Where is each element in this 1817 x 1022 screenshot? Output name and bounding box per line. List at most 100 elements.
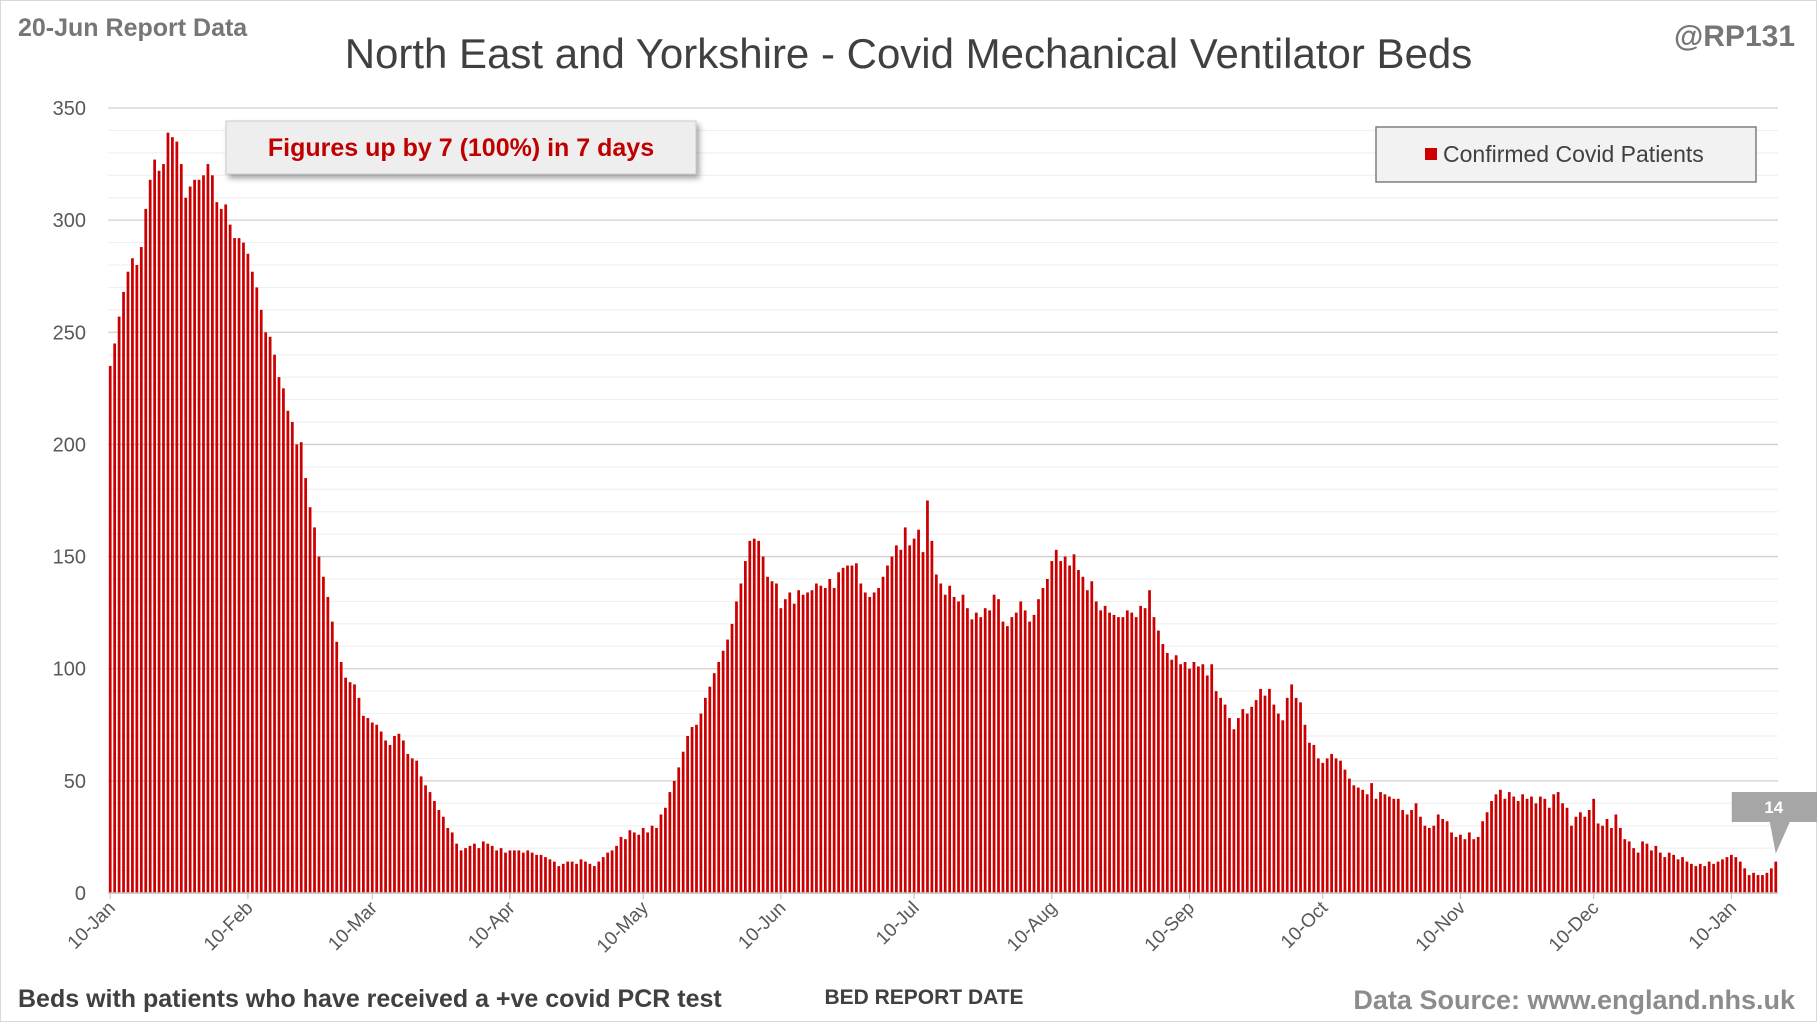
bar (1210, 664, 1214, 893)
bar (268, 336, 272, 893)
bar (1112, 614, 1116, 893)
bar (1308, 742, 1311, 893)
bar (277, 377, 281, 893)
bar (197, 179, 201, 893)
bar (1419, 816, 1422, 893)
x-tick-label: 10-Sep (1141, 898, 1199, 956)
bar (1143, 608, 1147, 893)
bar (1761, 875, 1764, 893)
bar (290, 422, 294, 893)
bar (615, 845, 618, 893)
bar (1170, 659, 1174, 893)
bar (1121, 617, 1125, 893)
bar (1325, 758, 1329, 893)
bar (686, 736, 689, 893)
bar (384, 740, 387, 893)
bar (1592, 798, 1596, 893)
bar (1250, 706, 1254, 893)
bar (317, 556, 321, 893)
bar (890, 556, 894, 893)
y-tick-label: 50 (64, 771, 86, 793)
bar (1299, 702, 1302, 893)
bar (983, 608, 987, 893)
bar (1539, 796, 1542, 893)
bar (1752, 872, 1755, 893)
bar (1516, 801, 1520, 893)
bar (1565, 807, 1569, 893)
bar (752, 538, 756, 893)
bar (264, 332, 268, 893)
bar (1658, 852, 1662, 893)
bar (1188, 668, 1191, 893)
bar (717, 661, 721, 893)
bar (348, 682, 352, 893)
bar (1125, 610, 1129, 893)
bar (410, 758, 414, 893)
bar (1068, 565, 1071, 893)
callout-shape (1731, 792, 1817, 854)
bar (1001, 621, 1005, 893)
bar (206, 164, 210, 893)
bar (388, 744, 392, 893)
bar (1450, 832, 1453, 893)
bar (1756, 875, 1760, 893)
y-tick-label: 0 (75, 883, 86, 905)
bar (1197, 666, 1200, 893)
bar (841, 567, 845, 893)
y-axis-ticks: 0 50 100 150 200 250 300 350 (53, 98, 86, 905)
bar (992, 594, 996, 893)
bar (468, 845, 472, 893)
bar (1561, 803, 1564, 893)
bar (1481, 821, 1485, 893)
legend: Confirmed Covid Patients (1375, 126, 1757, 183)
bar (1721, 859, 1724, 893)
legend-label: Confirmed Covid Patients (1443, 141, 1704, 167)
bar (637, 834, 641, 893)
bar (1010, 617, 1014, 893)
bar (224, 204, 228, 893)
bar (1556, 792, 1560, 893)
bar (1179, 664, 1182, 893)
y-tick-label: 200 (53, 434, 86, 456)
bar (1641, 841, 1644, 893)
bar (481, 841, 485, 893)
bar (171, 137, 174, 893)
bar (166, 132, 170, 894)
bar (952, 596, 956, 893)
bar (1445, 821, 1449, 893)
bar (441, 816, 445, 893)
bar (1583, 816, 1587, 893)
bar (1596, 823, 1600, 893)
bar (428, 792, 432, 893)
bar (1423, 825, 1427, 893)
bar (1614, 814, 1618, 893)
bar (699, 713, 703, 893)
bar (1028, 621, 1031, 893)
bar (806, 592, 809, 893)
bar (668, 792, 672, 893)
bar (970, 619, 974, 893)
bar (730, 623, 734, 893)
bar (393, 736, 396, 893)
bar (1236, 718, 1240, 893)
bar (881, 576, 885, 893)
bar (548, 859, 552, 893)
bar (1245, 713, 1249, 893)
bar (1454, 836, 1458, 893)
bar (757, 540, 761, 893)
bar (957, 601, 960, 893)
bar (810, 590, 814, 893)
bar (561, 863, 565, 893)
bar (837, 572, 840, 893)
bar (370, 722, 374, 893)
bar (1192, 661, 1196, 893)
bar (1312, 744, 1316, 893)
bar (1632, 848, 1636, 893)
bar (1467, 832, 1471, 893)
x-tick-label: 10-Jun (734, 898, 790, 954)
bar (1037, 599, 1040, 893)
bar (1019, 601, 1023, 893)
bar (1499, 789, 1502, 893)
bar (677, 767, 681, 893)
x-tick-label: 10-Apr (464, 897, 520, 953)
